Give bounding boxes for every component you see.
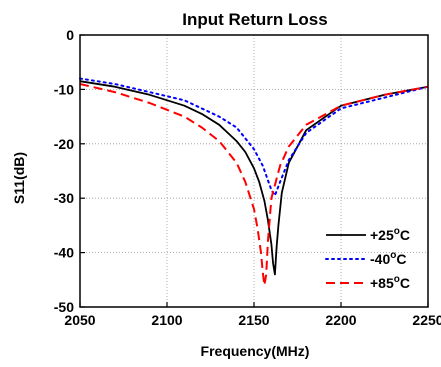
series-line-1 xyxy=(79,80,429,276)
legend-label-1: +25oC xyxy=(370,226,410,243)
y-axis-title: S11(dB) xyxy=(11,152,27,204)
y-tick-label: -30 xyxy=(54,190,74,206)
y-tick-label: -10 xyxy=(54,81,74,97)
x-tick-label: 2150 xyxy=(238,312,269,328)
x-tick-label: 2250 xyxy=(412,312,441,328)
legend-label-3: +85oC xyxy=(370,274,410,291)
series-line-2 xyxy=(79,77,429,197)
x-tick-label: 2100 xyxy=(151,312,182,328)
series-layer xyxy=(79,77,429,287)
chart-title: Input Return Loss xyxy=(182,10,327,29)
y-tick-label: -40 xyxy=(54,245,74,261)
x-axis-title: Frequency(MHz) xyxy=(201,343,310,359)
legend: +25oC -40oC +85oC xyxy=(325,226,410,291)
y-tick-label: -20 xyxy=(54,136,74,152)
y-tick-label: 0 xyxy=(66,27,74,43)
x-tick-label: 2200 xyxy=(325,312,356,328)
legend-label-2: -40oC xyxy=(370,250,406,267)
x-tick-label: 2050 xyxy=(64,312,95,328)
ticks: 2050 2100 2150 2200 2250 0 -10 -20 -30 -40 -50 xyxy=(54,27,441,328)
series-line-3 xyxy=(79,83,429,287)
y-tick-label: -50 xyxy=(54,299,74,315)
